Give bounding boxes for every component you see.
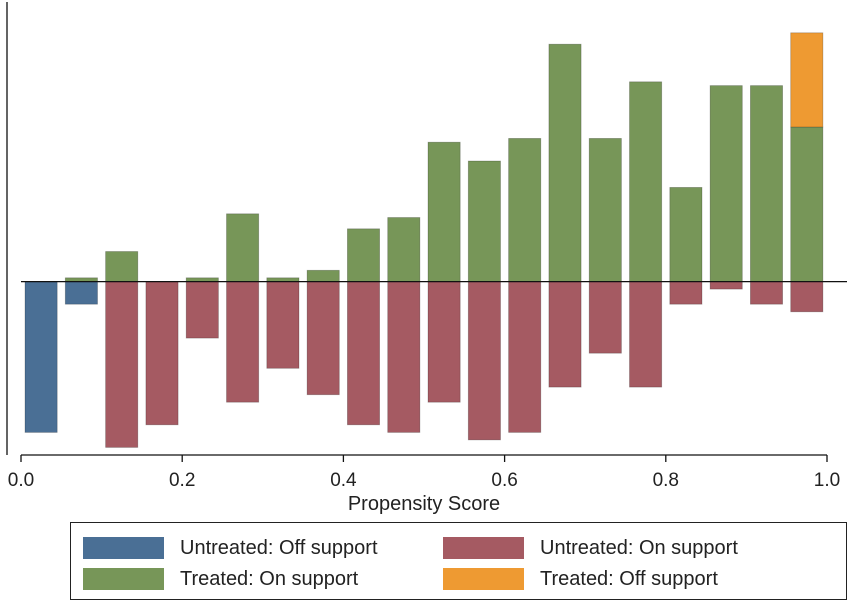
x-tick-layer: 0.0 0.2 0.4 0.6 0.8 1.0 bbox=[8, 455, 840, 491]
bar-treated-on-support-0.825 bbox=[669, 186, 703, 282]
bar-untreated-on-support-0.225 bbox=[185, 281, 219, 339]
bar-untreated-on-support-0.375 bbox=[306, 281, 340, 396]
bar-treated-on-support-0.125 bbox=[105, 251, 139, 283]
propensity-histogram: 0.0 0.2 0.4 0.6 0.8 1.0 Propensity Score bbox=[6, 2, 847, 515]
legend-item-treated-off-support: Treated: Off support bbox=[443, 567, 718, 591]
bar-treated-on-support-0.675 bbox=[548, 43, 582, 283]
bar-untreated-on-support-0.325 bbox=[266, 281, 300, 369]
bar-treated-off-support-0.975 bbox=[790, 32, 824, 128]
bar-treated-on-support-0.875 bbox=[709, 85, 743, 282]
bar-untreated-on-support-0.975 bbox=[790, 281, 824, 313]
bar-treated-on-support-0.975 bbox=[790, 126, 824, 282]
bar-layer bbox=[24, 32, 824, 448]
bar-untreated-on-support-0.925 bbox=[750, 281, 784, 305]
bar-untreated-on-support-0.175 bbox=[145, 281, 179, 426]
bar-untreated-on-support-0.125 bbox=[105, 281, 139, 448]
x-tick-label: 0.2 bbox=[169, 470, 195, 491]
x-tick-label: 0.0 bbox=[8, 470, 34, 491]
bar-untreated-on-support-0.525 bbox=[427, 281, 461, 403]
x-tick-label: 1.0 bbox=[814, 470, 840, 491]
bar-treated-on-support-0.525 bbox=[427, 141, 461, 283]
legend-label: Untreated: Off support bbox=[180, 536, 378, 559]
bar-treated-on-support-0.575 bbox=[467, 160, 501, 282]
legend-swatch bbox=[443, 537, 524, 559]
legend-label: Treated: Off support bbox=[540, 567, 718, 590]
bar-treated-on-support-0.625 bbox=[508, 137, 542, 282]
bar-untreated-on-support-0.675 bbox=[548, 281, 582, 388]
legend-item-treated-on-support: Treated: On support bbox=[83, 567, 358, 591]
x-tick-label: 0.6 bbox=[491, 470, 517, 491]
legend-item-untreated-off-support: Untreated: Off support bbox=[83, 536, 378, 560]
bar-treated-on-support-0.425 bbox=[346, 228, 380, 283]
legend-label: Treated: On support bbox=[180, 567, 359, 590]
bar-treated-on-support-0.275 bbox=[226, 213, 260, 283]
bar-untreated-on-support-0.825 bbox=[669, 281, 703, 305]
bar-untreated-off-support-0.025 bbox=[24, 281, 58, 433]
bar-treated-on-support-0.925 bbox=[750, 85, 784, 282]
bar-treated-on-support-0.475 bbox=[387, 217, 421, 282]
legend: Untreated: Off support Untreated: On sup… bbox=[70, 522, 847, 600]
x-axis-title: Propensity Score bbox=[348, 493, 500, 515]
bar-untreated-on-support-0.425 bbox=[346, 281, 380, 426]
legend-swatch bbox=[83, 568, 164, 590]
bar-untreated-on-support-0.725 bbox=[588, 281, 622, 354]
legend-swatch bbox=[83, 537, 164, 559]
bar-untreated-off-support-0.075 bbox=[64, 281, 98, 305]
legend-label: Untreated: On support bbox=[540, 536, 738, 559]
bar-treated-on-support-0.775 bbox=[629, 81, 663, 283]
bar-treated-on-support-0.375 bbox=[306, 269, 340, 282]
x-tick-label: 0.8 bbox=[653, 470, 679, 491]
legend-item-untreated-on-support: Untreated: On support bbox=[443, 536, 738, 560]
x-tick-label: 0.4 bbox=[330, 470, 357, 491]
bar-untreated-on-support-0.875 bbox=[709, 281, 743, 290]
bar-untreated-on-support-0.625 bbox=[508, 281, 542, 433]
bar-untreated-on-support-0.275 bbox=[226, 281, 260, 403]
legend-swatch bbox=[443, 568, 524, 590]
bar-untreated-on-support-0.575 bbox=[467, 281, 501, 441]
bar-untreated-on-support-0.475 bbox=[387, 281, 421, 433]
bar-treated-on-support-0.725 bbox=[588, 137, 622, 282]
bar-untreated-on-support-0.775 bbox=[629, 281, 663, 388]
